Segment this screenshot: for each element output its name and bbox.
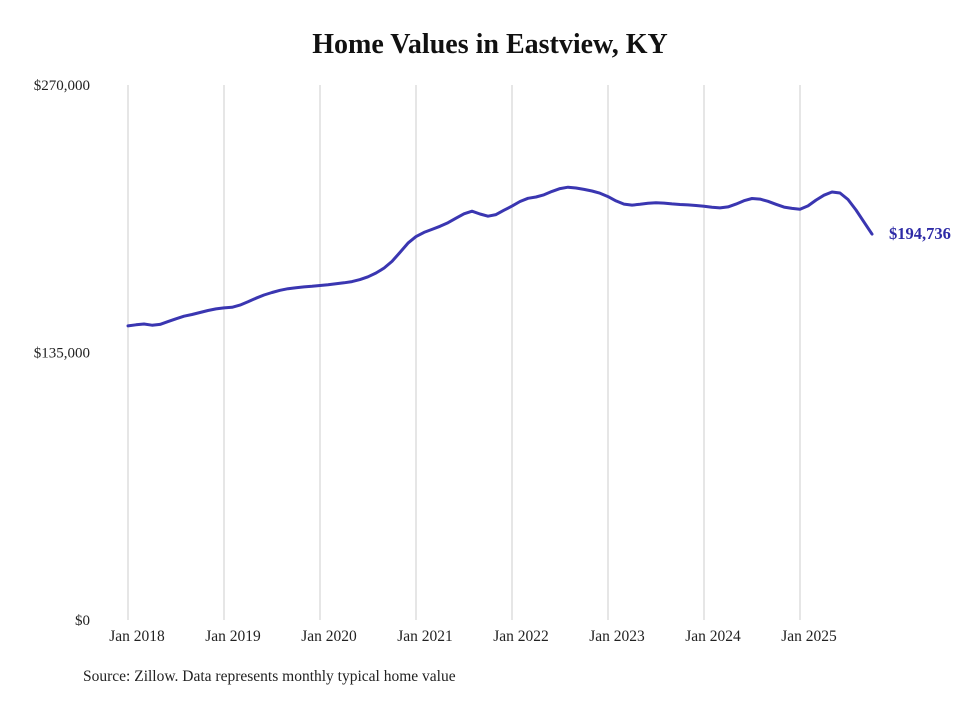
home-value-line [126, 185, 874, 328]
x-tick-label: Jan 2024 [685, 628, 741, 645]
x-tick-label: Jan 2025 [781, 628, 837, 645]
y-tick-label: $135,000 [34, 346, 90, 362]
y-tick-labels: $0 $135,000 $270,000 [34, 78, 90, 629]
x-tick-label: Jan 2019 [205, 628, 261, 645]
x-tick-labels: Jan 2018 Jan 2019 Jan 2020 Jan 2021 Jan 2022… [109, 628, 837, 645]
x-tick-label: Jan 2020 [301, 628, 357, 645]
chart-title: Home Values in Eastview, KY [312, 29, 667, 60]
y-tick-label: $0 [75, 613, 90, 629]
x-tick-label: Jan 2021 [397, 628, 453, 645]
x-tick-label: Jan 2018 [109, 628, 165, 645]
last-value-label: $194,736 [889, 224, 951, 243]
gridlines [127, 85, 801, 620]
x-tick-label: Jan 2022 [493, 628, 549, 645]
x-tick-label: Jan 2023 [589, 628, 645, 645]
y-tick-label: $270,000 [34, 78, 90, 94]
source-note: Source: Zillow. Data represents monthly … [83, 668, 456, 685]
